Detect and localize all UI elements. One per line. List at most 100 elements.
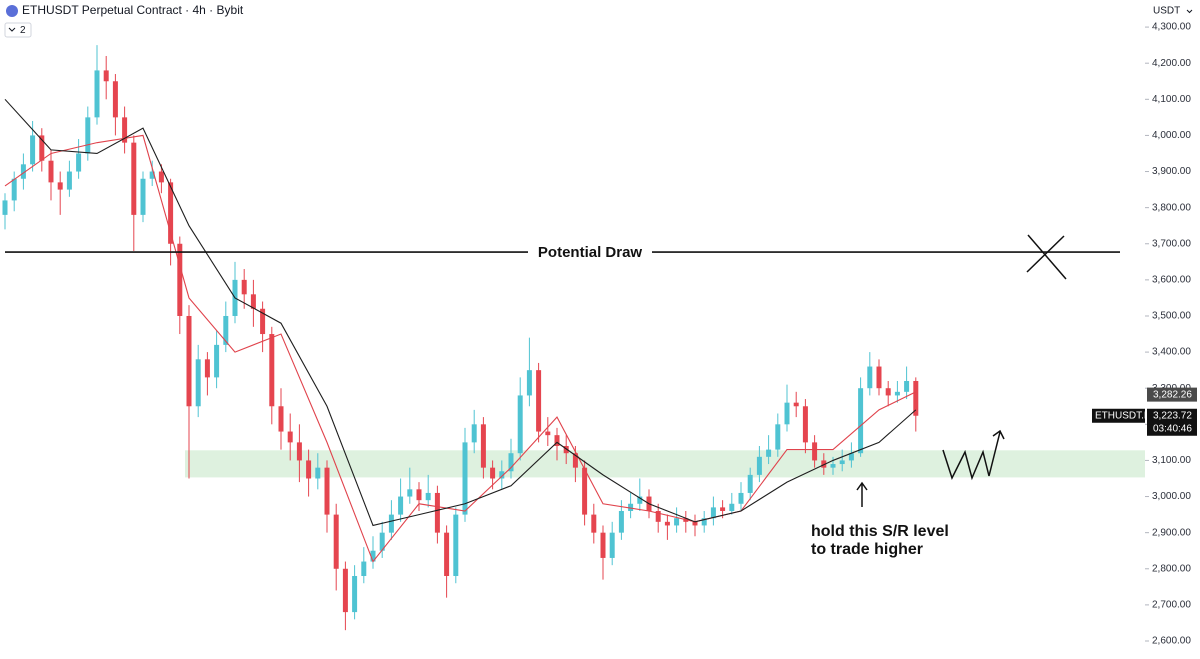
candle-body xyxy=(168,182,174,244)
candle-body xyxy=(517,395,523,454)
candle xyxy=(195,344,201,418)
candle-body xyxy=(315,467,321,479)
candle xyxy=(287,413,293,461)
candle-body xyxy=(572,453,578,468)
candle-body xyxy=(885,388,891,396)
candle xyxy=(250,279,256,327)
candle xyxy=(526,337,532,407)
candle-body xyxy=(747,474,753,493)
candle-body xyxy=(425,492,431,501)
candle xyxy=(94,45,100,125)
candle xyxy=(388,500,394,540)
candle-body xyxy=(361,561,367,576)
candle xyxy=(278,388,284,450)
candle xyxy=(591,503,597,544)
candle-body xyxy=(379,532,385,551)
candle xyxy=(296,424,302,483)
y-tick-label: 3,000.00 xyxy=(1152,491,1191,502)
candle xyxy=(149,160,155,186)
candle xyxy=(131,135,137,251)
candle xyxy=(122,106,128,154)
candle-body xyxy=(793,402,799,407)
symbol-label: ETHUSDT.P xyxy=(1095,410,1151,421)
candle xyxy=(333,503,339,591)
candle xyxy=(103,55,109,100)
candle xyxy=(710,496,716,526)
up-arrow xyxy=(856,481,868,507)
candle-body xyxy=(269,334,275,407)
candle xyxy=(112,74,118,136)
candle xyxy=(563,435,569,465)
y-tick-label: 2,700.00 xyxy=(1152,600,1191,611)
candle xyxy=(39,128,45,172)
annotation-text: hold this S/R level xyxy=(811,523,949,540)
support-zone xyxy=(185,450,1145,478)
currency-selector[interactable]: USDT xyxy=(1153,6,1180,17)
candle-body xyxy=(858,388,864,454)
candle xyxy=(729,492,735,515)
candle-body xyxy=(94,70,100,118)
candle-body xyxy=(453,514,459,576)
candle xyxy=(177,236,183,335)
candle xyxy=(655,503,661,533)
candle-body xyxy=(140,178,146,215)
indicator-toggle[interactable] xyxy=(4,22,32,38)
candle-body xyxy=(39,135,45,161)
candle xyxy=(628,492,634,519)
candle-body xyxy=(407,489,413,497)
candle xyxy=(140,171,146,223)
level-label-bg xyxy=(528,242,652,263)
price-label-bg xyxy=(1147,387,1197,402)
candle-body xyxy=(195,359,201,407)
candle xyxy=(361,547,367,584)
candle xyxy=(738,482,744,511)
candle-body xyxy=(609,532,615,558)
candle xyxy=(480,417,486,479)
price-label: 3,282.26 xyxy=(1153,389,1192,400)
y-tick-label: 3,400.00 xyxy=(1152,347,1191,358)
level-label: Potential Draw xyxy=(538,244,643,261)
candle-body xyxy=(370,550,376,562)
candle xyxy=(158,164,164,194)
candle-body xyxy=(591,514,597,533)
candle xyxy=(554,427,560,461)
candle-body xyxy=(306,460,312,479)
candle-body xyxy=(628,503,634,511)
candle xyxy=(692,514,698,537)
candle xyxy=(674,507,680,533)
candle xyxy=(830,456,836,475)
y-tick-label: 3,600.00 xyxy=(1152,275,1191,286)
candle-body xyxy=(388,514,394,533)
candle xyxy=(517,377,523,461)
candle xyxy=(793,391,799,418)
candle-body xyxy=(30,135,36,165)
candle xyxy=(306,449,312,497)
candle-body xyxy=(674,518,680,526)
candle-body xyxy=(214,344,220,378)
candle xyxy=(370,536,376,569)
candle-body xyxy=(434,492,440,533)
candle-body xyxy=(499,471,505,479)
candle-body xyxy=(20,164,26,179)
y-tick-label: 2,900.00 xyxy=(1152,527,1191,538)
candle xyxy=(876,359,882,396)
candle-body xyxy=(821,460,827,468)
candle xyxy=(756,445,762,483)
candle-body xyxy=(122,117,128,143)
y-tick-label: 4,100.00 xyxy=(1152,94,1191,105)
chevron xyxy=(8,27,16,32)
candle xyxy=(444,525,450,598)
candle xyxy=(342,561,348,631)
candle xyxy=(324,460,330,533)
candle xyxy=(453,507,459,584)
candle-body xyxy=(112,81,118,118)
candle xyxy=(214,330,220,389)
candle-body xyxy=(444,532,450,576)
candle xyxy=(232,261,238,324)
candle xyxy=(241,269,247,309)
candle xyxy=(766,435,772,465)
candle-body xyxy=(692,521,698,526)
candle xyxy=(425,474,431,508)
candle xyxy=(204,352,210,396)
price-axis-panel xyxy=(1145,0,1200,654)
